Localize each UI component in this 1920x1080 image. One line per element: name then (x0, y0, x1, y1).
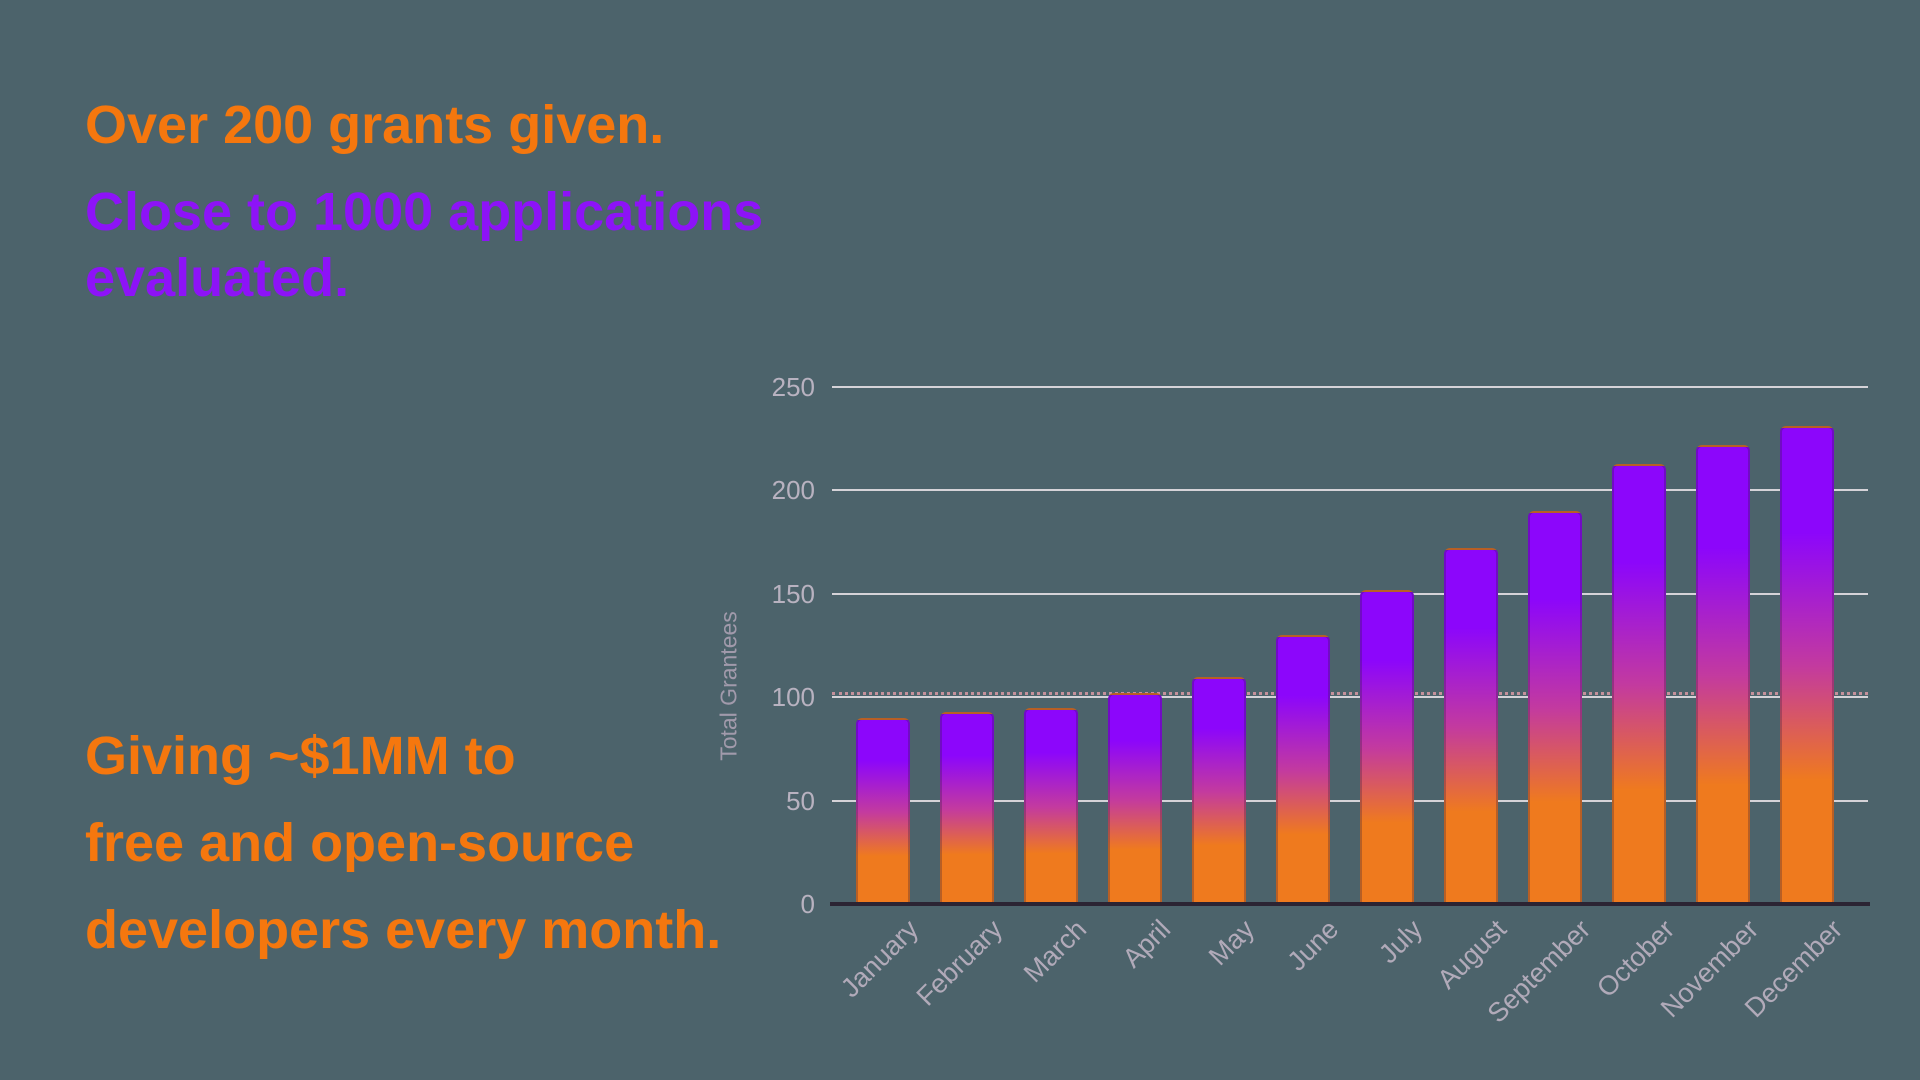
bar-february (940, 712, 994, 904)
y-tick-label-0: 0 (800, 889, 815, 919)
headline-applications: Close to 1000 applications evaluated. (85, 179, 763, 311)
bar-april (1108, 693, 1162, 904)
y-gridline-250 (832, 386, 1868, 388)
y-gridline-150 (832, 592, 1868, 595)
x-axis-line (830, 902, 1870, 906)
bar-august (1444, 548, 1498, 904)
reference-dotted-line (832, 692, 1868, 696)
bar-september (1528, 511, 1582, 904)
bar-december (1780, 426, 1834, 904)
x-tick-label-january: January (835, 914, 925, 1004)
y-gridline-200 (832, 489, 1868, 492)
headline-giving-line2: free and open-source (85, 813, 635, 873)
bar-july (1360, 590, 1414, 904)
bar-october (1612, 464, 1666, 904)
y-tick-label-200: 200 (771, 475, 815, 506)
bar-november (1696, 445, 1750, 904)
y-tick-label-50: 50 (786, 785, 815, 816)
y-gridline-50 (832, 799, 1868, 802)
headline-grants: Over 200 grants given. (85, 95, 665, 155)
bar-march (1024, 708, 1078, 904)
bar-june (1276, 635, 1330, 904)
headline-giving-line1: Giving ~$1MM to (85, 726, 516, 786)
y-gridline-100 (832, 696, 1868, 699)
headline-applications-line2: evaluated. (85, 248, 350, 308)
y-tick-label-100: 100 (771, 682, 815, 713)
bar-january (856, 718, 910, 904)
bar-chart-plot-area: 0 50 100 150 200 250 January February March April… (772, 372, 1870, 1029)
y-tick-label-150: 150 (771, 578, 815, 609)
headline-giving-line3: developers every month. (85, 900, 722, 960)
bar-may (1192, 677, 1246, 904)
headline-applications-line1: Close to 1000 applications (85, 182, 764, 242)
y-tick-label-250: 250 (771, 372, 815, 402)
